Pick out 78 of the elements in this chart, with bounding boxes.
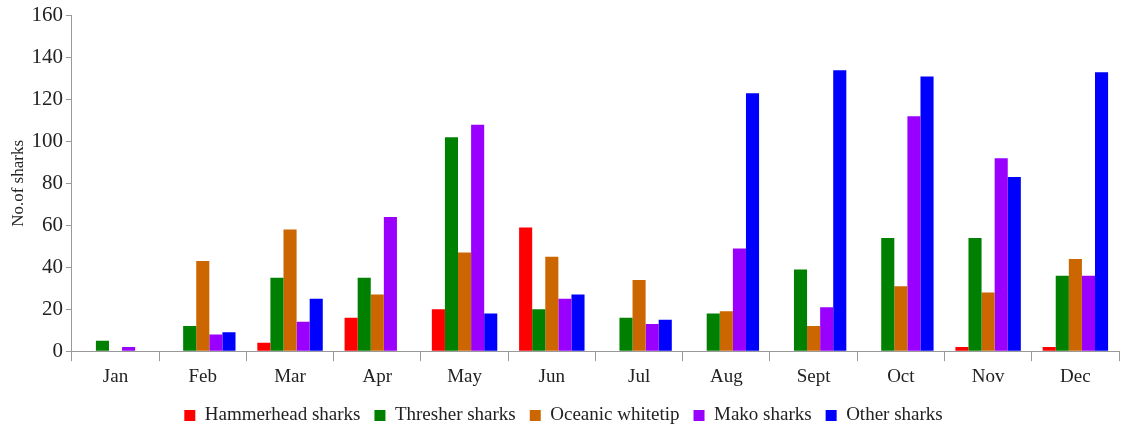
bar [370, 294, 384, 351]
x-tick-label: Oct [887, 364, 916, 386]
y-tick-label: 120 [31, 86, 63, 111]
x-tick-label: Sept [796, 364, 832, 386]
y-tick-label: 60 [41, 211, 63, 236]
x-tick-label: Nov [971, 364, 1005, 386]
bar [1068, 258, 1082, 351]
bar [619, 317, 633, 351]
bar [833, 70, 847, 351]
bar [383, 216, 397, 351]
bar [745, 93, 760, 351]
bar [645, 323, 659, 351]
bar [471, 124, 485, 351]
y-tick-label: 80 [41, 169, 63, 194]
y-tick-label: 100 [31, 127, 63, 152]
bar [793, 269, 808, 351]
bar [1081, 275, 1095, 351]
bar [222, 332, 236, 351]
bar [283, 229, 297, 351]
y-tick-label: 140 [31, 44, 63, 69]
x-tick-label: Aug [709, 364, 744, 386]
x-tick-label: Apr [362, 364, 393, 386]
bar [309, 298, 323, 351]
bar [955, 347, 969, 351]
bar [257, 342, 271, 351]
bar [444, 137, 459, 351]
bar [1007, 177, 1021, 351]
x-tick-label: Jul [627, 364, 651, 386]
bar [357, 277, 371, 351]
bar [907, 116, 921, 351]
bar [571, 294, 585, 351]
legend-label: Hammerhead sharks [204, 403, 361, 425]
bar [881, 237, 895, 351]
bar [1055, 275, 1069, 351]
bar [270, 277, 284, 351]
x-tick-label: Mar [274, 364, 307, 386]
bar [658, 319, 672, 351]
bar [1095, 72, 1109, 351]
bar [719, 311, 733, 351]
bar [706, 313, 720, 351]
legend-label: Mako sharks [714, 403, 812, 425]
bar [558, 298, 572, 351]
legend-label: Thresher sharks [394, 403, 516, 425]
bar [732, 248, 746, 351]
legend-label: Oceanic whitetip [550, 403, 680, 425]
bar [209, 334, 223, 351]
bar [484, 313, 498, 351]
bar [820, 307, 834, 351]
x-tick-label: Jun [538, 364, 566, 386]
bar [545, 256, 559, 351]
bar [196, 261, 210, 351]
x-tick-label: Feb [188, 364, 218, 386]
bar [519, 227, 533, 351]
bar [632, 279, 646, 351]
bar [968, 237, 982, 351]
y-tick-label: 0 [52, 337, 63, 362]
bar [920, 76, 934, 351]
y-axis-title: No.of sharks [7, 139, 27, 227]
bar [894, 286, 908, 351]
bar [532, 309, 546, 351]
y-tick-label: 20 [41, 295, 63, 320]
x-tick-label: May [447, 364, 483, 386]
x-tick-label: Dec [1060, 364, 1091, 386]
bar [122, 347, 136, 351]
bar [95, 340, 109, 351]
legend-label: Other sharks [846, 403, 943, 425]
bar [994, 158, 1008, 351]
y-tick-label: 40 [41, 253, 63, 278]
bar [183, 326, 197, 351]
bar [344, 317, 358, 351]
bar [458, 252, 472, 351]
bar [296, 321, 310, 351]
bar [1042, 347, 1056, 351]
y-tick-label: 160 [31, 2, 63, 27]
bar [431, 309, 445, 351]
bar [807, 326, 821, 351]
bar [981, 292, 995, 351]
x-tick-label: Jan [102, 364, 129, 386]
